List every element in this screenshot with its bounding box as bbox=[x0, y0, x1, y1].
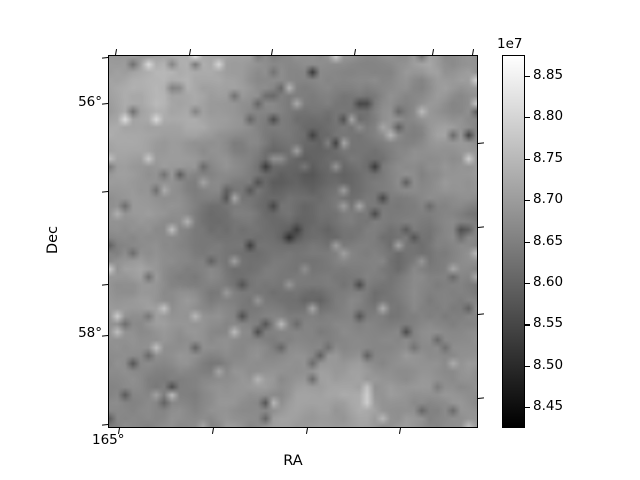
y-axis-label: Dec bbox=[45, 225, 61, 255]
colorbar-tick-5 bbox=[525, 282, 530, 285]
colorbar-tick-6 bbox=[525, 324, 530, 326]
y-tick-label-1: 58° bbox=[78, 325, 102, 341]
y-tick-label-0: 56° bbox=[78, 94, 102, 110]
colorbar-tick-1 bbox=[525, 117, 530, 119]
x-tick-label-0: 165° bbox=[92, 432, 125, 448]
colorbar-offset-text: 1e7 bbox=[497, 36, 523, 52]
colorbar-tick-3 bbox=[525, 200, 530, 202]
colorbar-tick-label-2: 8.75 bbox=[533, 149, 564, 166]
y-axis-tick-4 bbox=[101, 334, 109, 337]
y-axis-right-tick-1 bbox=[477, 226, 485, 228]
colorbar-tick-2 bbox=[525, 158, 530, 160]
y-axis-right-tick-0 bbox=[477, 142, 485, 144]
colorbar-tick-4 bbox=[525, 241, 530, 243]
colorbar-tick-7 bbox=[525, 365, 530, 368]
x-axis-label: RA bbox=[283, 453, 303, 469]
x-axis-tick-2 bbox=[306, 427, 309, 435]
colorbar-tick-label-0: 8.85 bbox=[533, 66, 564, 83]
colorbar-tick-label-7: 8.50 bbox=[533, 356, 564, 373]
x-axis-tick-3 bbox=[399, 427, 402, 435]
colorbar-tick-8 bbox=[525, 407, 530, 409]
colorbar-tick-label-4: 8.65 bbox=[533, 232, 564, 249]
colorbar-tick-label-5: 8.60 bbox=[533, 273, 564, 290]
colorbar-tick-label-6: 8.55 bbox=[533, 315, 564, 332]
colorbar-tick-0 bbox=[525, 75, 530, 77]
x-axis-tick-1 bbox=[212, 427, 215, 435]
sky-map-axes[interactable] bbox=[108, 55, 478, 428]
colorbar-gradient bbox=[502, 55, 525, 428]
colorbar-tick-label-8: 8.45 bbox=[533, 398, 564, 415]
y-axis-right-tick-3 bbox=[477, 397, 485, 400]
y-axis-right-tick-2 bbox=[477, 313, 485, 316]
sky-map-image bbox=[109, 56, 477, 427]
colorbar[interactable]: 8.85 8.80 8.75 8.70 8.65 8.60 8.55 8.50 8.45 bbox=[502, 55, 563, 428]
colorbar-tick-label-3: 8.70 bbox=[533, 191, 564, 208]
colorbar-tick-label-1: 8.80 bbox=[533, 108, 564, 125]
